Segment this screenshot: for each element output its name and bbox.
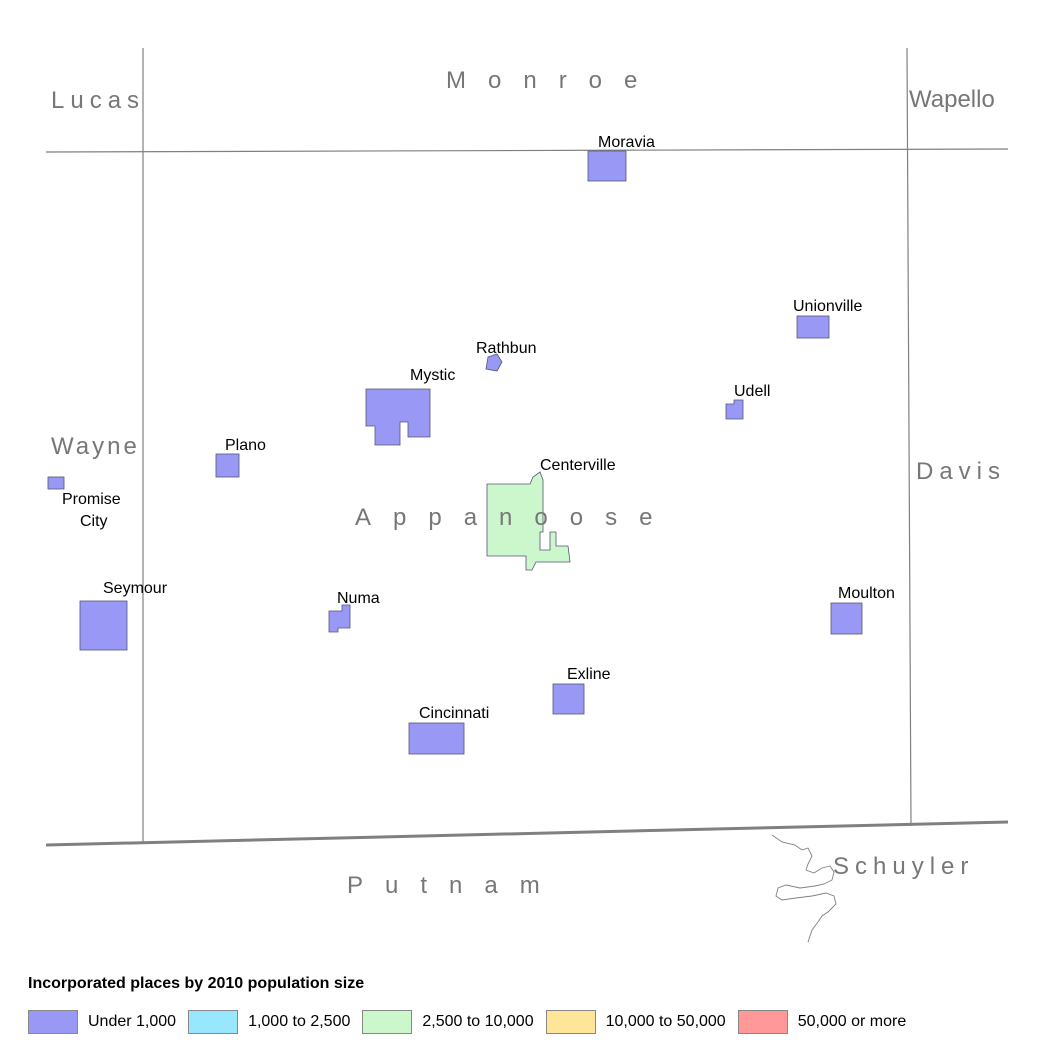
- place-moulton[interactable]: [830, 602, 863, 635]
- place-centerville[interactable]: [486, 471, 571, 571]
- county-label-lucas: Lucas: [51, 87, 145, 114]
- county-label-appanoose: Appanoose: [355, 504, 674, 531]
- legend-item-1000-2500: 1,000 to 2,500: [188, 1010, 350, 1034]
- label-city: City: [80, 513, 108, 530]
- boundary-south: [45, 820, 1009, 847]
- place-numa[interactable]: [328, 604, 351, 633]
- legend-item-10000-50000: 10,000 to 50,000: [545, 1010, 726, 1034]
- legend-label-50000-plus: 50,000 or more: [797, 1013, 907, 1030]
- label-udell: Udell: [734, 383, 770, 400]
- place-udell[interactable]: [725, 399, 744, 420]
- label-rathbun: Rathbun: [476, 340, 537, 357]
- label-cincinnati: Cincinnati: [419, 705, 489, 722]
- label-unionville: Unionville: [793, 298, 862, 315]
- legend-item-50000-plus: 50,000 or more: [737, 1010, 907, 1034]
- legend-items: Under 1,000 1,000 to 2,500 2,500 to 10,0…: [28, 1010, 918, 1034]
- legend-label-under-1000: Under 1,000: [88, 1013, 177, 1030]
- river-boundary: [771, 834, 837, 943]
- boundary-east: [906, 47, 912, 827]
- place-seymour[interactable]: [79, 600, 128, 651]
- place-exline[interactable]: [552, 683, 585, 715]
- legend-swatch-under-1000: [28, 1010, 78, 1034]
- boundary-north: [45, 148, 1009, 153]
- label-promise: Promise: [62, 491, 121, 508]
- legend-label-2500-10000: 2,500 to 10,000: [422, 1013, 534, 1030]
- legend-item-2500-10000: 2,500 to 10,000: [362, 1010, 534, 1034]
- county-label-wapello: Wapello: [909, 86, 995, 113]
- label-exline: Exline: [567, 666, 611, 683]
- county-label-putnam: Putnam: [347, 872, 562, 899]
- legend-swatch-2500-10000: [362, 1010, 413, 1034]
- label-plano: Plano: [225, 437, 266, 454]
- label-moravia: Moravia: [598, 134, 655, 151]
- label-mystic: Mystic: [410, 367, 455, 384]
- place-unionville[interactable]: [796, 315, 830, 339]
- county-label-wayne: Wayne: [51, 433, 140, 460]
- county-label-monroe: Monroe: [446, 67, 659, 94]
- place-promise-city[interactable]: [47, 476, 65, 490]
- label-numa: Numa: [337, 590, 380, 607]
- legend-item-under-1000: Under 1,000: [28, 1010, 176, 1034]
- county-label-schuyler: Schuyler: [833, 853, 974, 880]
- legend-label-1000-2500: 1,000 to 2,500: [248, 1013, 351, 1030]
- county-label-davis: Davis: [916, 458, 1006, 485]
- place-mystic[interactable]: [365, 388, 431, 446]
- legend-swatch-10000-50000: [545, 1010, 596, 1034]
- label-moulton: Moulton: [838, 585, 895, 602]
- legend-swatch-50000-plus: [737, 1010, 788, 1034]
- legend-swatch-1000-2500: [188, 1010, 239, 1034]
- legend-title: Incorporated places by 2010 population s…: [28, 975, 365, 992]
- place-cincinnati[interactable]: [408, 722, 465, 755]
- legend-label-10000-50000: 10,000 to 50,000: [605, 1013, 726, 1030]
- legend: Incorporated places by 2010 population s…: [28, 975, 1028, 1045]
- county-map: Moravia Unionville Rathbun Mystic Udell …: [45, 47, 1009, 943]
- label-centerville: Centerville: [540, 457, 616, 474]
- label-seymour: Seymour: [103, 580, 168, 597]
- place-rathbun[interactable]: [485, 353, 503, 372]
- place-plano[interactable]: [215, 453, 240, 478]
- place-moravia[interactable]: [587, 150, 627, 182]
